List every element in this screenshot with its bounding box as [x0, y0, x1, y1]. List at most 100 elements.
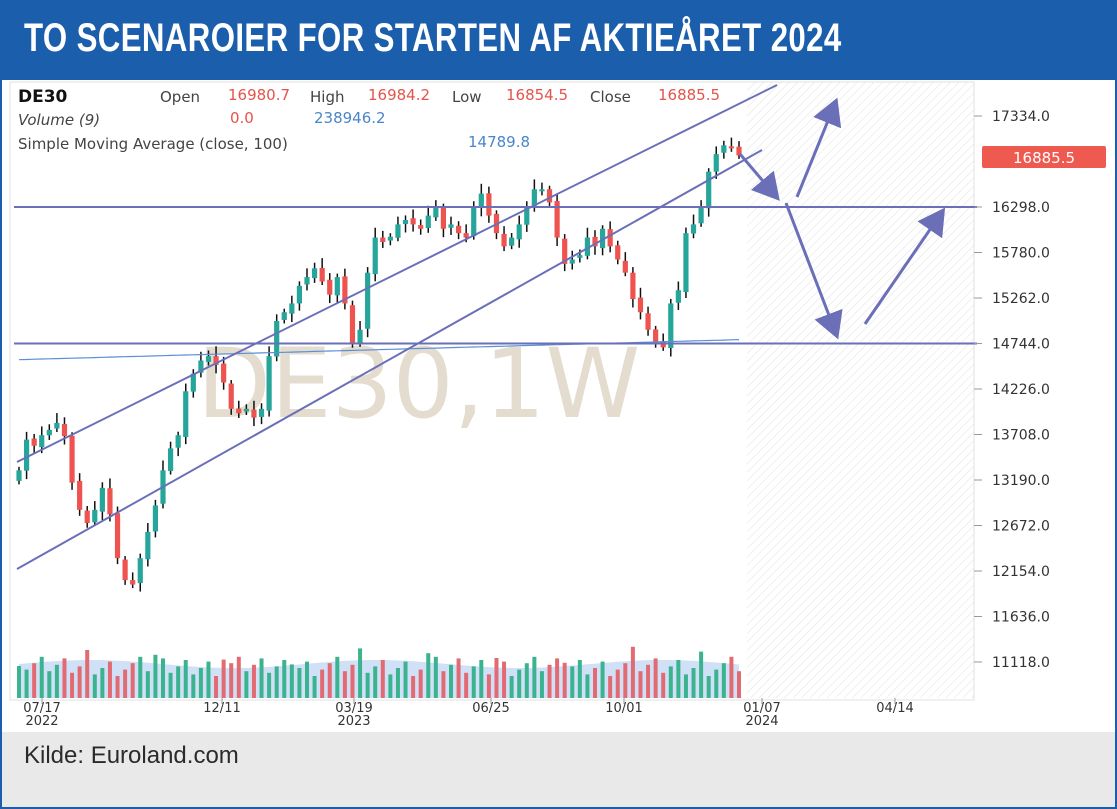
volume-bar	[486, 674, 491, 698]
candle-body	[327, 279, 333, 295]
volume-bar	[699, 651, 704, 698]
candle-body	[380, 237, 386, 242]
candle-body	[448, 224, 454, 228]
volume-bar	[449, 664, 453, 698]
y-tick-label: 14744.0	[992, 337, 1050, 353]
candle-body	[357, 329, 363, 344]
volume-bar	[365, 672, 370, 698]
candle-body	[395, 224, 401, 238]
candle-body	[668, 303, 674, 349]
volume-bar	[509, 676, 514, 698]
volume-bar	[585, 674, 590, 698]
volume-bar	[24, 669, 29, 698]
candle-body	[440, 207, 447, 229]
candle-body	[84, 510, 90, 524]
candle-body	[539, 189, 545, 192]
candle-body	[698, 206, 704, 224]
arrow-recovery-up	[863, 207, 946, 325]
last-price-value: 16885.5	[1013, 149, 1075, 167]
candle-body	[54, 422, 60, 429]
volume-bar	[327, 663, 332, 698]
candle-body	[183, 391, 189, 437]
volume-bar	[547, 664, 552, 698]
x-tick-label: 01/07	[743, 701, 780, 716]
volume-bar	[54, 664, 59, 698]
y-tick-label: 11636.0	[992, 610, 1050, 626]
candle-body	[509, 237, 515, 246]
x-tick-label: 04/14	[876, 701, 913, 716]
chart-area: DE30,1W DE30 Open 16980.7 High 16984.2 L…	[9, 81, 1106, 729]
sma-value: 14789.8	[468, 133, 530, 151]
volume-bar	[100, 668, 105, 698]
volume-bar	[289, 664, 294, 698]
volume-bar	[107, 661, 112, 698]
volume-bar	[123, 669, 128, 698]
volume-value-b: 238946.2	[314, 109, 386, 127]
last-price-badge: 16885.5	[982, 146, 1106, 168]
volume-bar	[593, 668, 597, 698]
volume-bar	[267, 672, 272, 698]
volume-bar	[418, 669, 423, 698]
volume-bar	[638, 671, 643, 698]
volume-bar	[502, 661, 507, 698]
candle-body	[433, 206, 439, 218]
y-tick-label: 14226.0	[992, 382, 1050, 398]
volume-bar	[737, 671, 741, 698]
candle-body	[599, 228, 606, 249]
volume-bar	[714, 669, 719, 698]
volume-bar	[305, 661, 309, 698]
arrow-down-to-resistance	[738, 153, 780, 201]
candle-body	[425, 215, 431, 229]
candle-body	[221, 363, 227, 383]
volume-bar	[145, 671, 150, 698]
candle-body	[713, 154, 719, 172]
candle-body	[546, 189, 553, 203]
candle-body	[516, 224, 522, 240]
volume-bar	[630, 646, 635, 698]
volume-bar	[229, 663, 234, 698]
candle-body	[243, 408, 249, 412]
candle-body	[137, 558, 143, 584]
volume-bar	[661, 672, 666, 698]
candle-body	[107, 488, 113, 515]
candle-body	[190, 373, 196, 392]
volume-bar	[623, 663, 628, 698]
candle-body	[554, 201, 560, 238]
volume-bar	[577, 660, 582, 698]
volume-bar	[721, 663, 726, 698]
y-tick-label: 11118.0	[992, 655, 1050, 671]
candle-body	[645, 313, 651, 330]
volume-bar	[39, 656, 44, 698]
candle-body	[615, 245, 621, 260]
candle-body	[319, 267, 325, 282]
channel-upper-line	[16, 84, 778, 463]
x-tick-year: 2023	[337, 714, 370, 729]
volume-bar	[479, 660, 484, 698]
volume-bar	[683, 674, 688, 698]
volume-bar	[464, 672, 469, 698]
volume-bar	[562, 662, 567, 698]
volume-bar	[176, 666, 181, 698]
volume-bar	[646, 664, 651, 698]
volume-bar	[471, 666, 476, 698]
candle-body	[728, 146, 735, 149]
y-tick-label: 13190.0	[992, 473, 1050, 489]
volume-bar	[214, 676, 219, 698]
volume-bar	[92, 674, 97, 698]
candle-body	[152, 505, 159, 532]
volume-bar	[153, 654, 158, 698]
candle-body	[39, 435, 45, 448]
arrow-scenario-up	[795, 97, 842, 198]
candle-body	[31, 438, 37, 446]
close-value: 16885.5	[658, 86, 720, 104]
source-credit: Kilde: Euroland.com	[24, 742, 239, 769]
x-tick-label: 06/25	[472, 701, 509, 716]
candle-body	[205, 356, 212, 362]
x-tick-label: 12/11	[203, 701, 240, 716]
candle-body	[228, 383, 234, 409]
candle-body	[334, 277, 340, 296]
volume-bar	[411, 676, 416, 698]
candle-body	[372, 237, 378, 275]
